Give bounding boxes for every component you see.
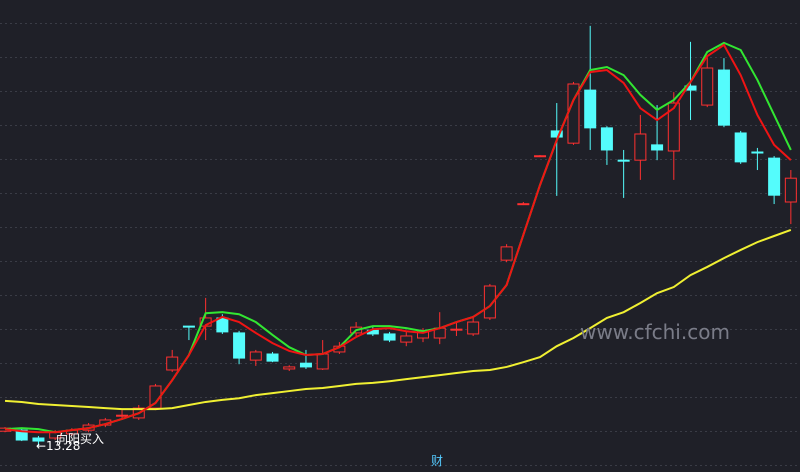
signal-text: 向阳买入	[56, 431, 104, 446]
candle-body	[400, 335, 413, 343]
indicator-line	[4, 228, 792, 411]
candle-body	[751, 151, 764, 154]
candle-body	[182, 325, 195, 328]
candle-body	[299, 362, 312, 368]
low-marker: ←13.28	[36, 439, 80, 453]
bottom-label: 财	[431, 454, 443, 468]
candle-body	[784, 177, 797, 203]
candle-body	[717, 69, 730, 126]
candle-body	[667, 102, 680, 152]
indicator-line	[4, 41, 792, 434]
candle-body	[617, 159, 630, 162]
candles	[0, 25, 797, 447]
candle-body	[32, 437, 45, 442]
lines	[4, 41, 792, 434]
candle-body	[600, 127, 613, 151]
candle-body	[216, 317, 229, 333]
candle-body	[734, 132, 747, 163]
candle-body	[534, 155, 547, 158]
candle-body	[584, 89, 597, 129]
candle-body	[768, 157, 781, 196]
candle-body	[316, 353, 329, 370]
candle-body	[283, 366, 296, 370]
candle-body	[467, 321, 480, 335]
candle-body	[233, 332, 246, 359]
candle-body	[116, 414, 129, 417]
candle-body	[500, 246, 513, 261]
candle-body	[634, 133, 647, 161]
candle-body	[383, 333, 396, 341]
candle-body	[483, 285, 496, 319]
candle-body	[550, 130, 563, 138]
candle-body	[701, 67, 714, 106]
candle-body	[450, 328, 463, 331]
candle-body	[166, 356, 179, 371]
candle-body	[651, 144, 664, 151]
candle-body	[15, 429, 28, 441]
grid	[0, 23, 800, 466]
candle-body	[266, 353, 279, 362]
candle-body	[249, 351, 262, 361]
indicator-line	[4, 43, 792, 434]
candle-body	[517, 203, 530, 206]
watermark: www.cfchi.com	[580, 320, 730, 344]
